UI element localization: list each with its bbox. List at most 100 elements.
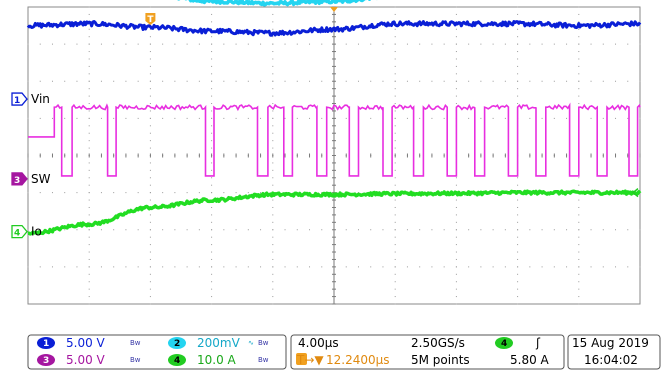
grid-dot	[517, 43, 519, 45]
vertical-settings-box[interactable]	[27, 334, 287, 370]
grid-dot	[517, 13, 519, 15]
grid-dot	[149, 169, 151, 171]
grid-dot	[27, 43, 29, 45]
ch4-readout[interactable]: 4 10.0 A Bw	[168, 353, 269, 367]
trigger-level-marker[interactable]	[631, 188, 639, 198]
grid-dot	[247, 266, 249, 268]
grid-dot	[272, 6, 274, 8]
grid-dot	[455, 266, 457, 268]
grid-dot	[443, 266, 445, 268]
grid-dot	[88, 273, 90, 275]
ch3-readout[interactable]: 3 5.00 V Bw	[37, 353, 141, 367]
grid-dot	[394, 51, 396, 53]
grid-dot	[394, 244, 396, 246]
grid-dot	[394, 266, 396, 268]
grid-dot	[455, 80, 457, 82]
ch1-readout[interactable]: 1 5.00 V Bw	[37, 336, 141, 350]
grid-dot	[100, 43, 102, 45]
grid-dot	[88, 206, 90, 208]
grid-dot	[247, 229, 249, 231]
grid-dot	[174, 229, 176, 231]
grid-dot	[455, 214, 457, 216]
grid-dot	[578, 58, 580, 60]
grid-dot	[394, 288, 396, 290]
grid-dot	[517, 184, 519, 186]
grid-dot	[211, 229, 213, 231]
grid-dot	[211, 13, 213, 15]
grid-dot	[345, 229, 347, 231]
grid-dot	[211, 288, 213, 290]
grid-dot	[529, 266, 531, 268]
status-bar: 1 5.00 V Bw 2 200mV ∿ Bw 3 5.00 V Bw 4 1…	[0, 305, 664, 372]
grid-dot	[88, 95, 90, 97]
ch2-readout[interactable]: 2 200mV ∿ Bw	[168, 336, 269, 350]
grid-dot	[602, 80, 604, 82]
grid-dot	[198, 192, 200, 194]
grid-dot	[296, 43, 298, 45]
grid-dot	[517, 296, 519, 298]
grid-dot	[394, 58, 396, 60]
grid-dot	[394, 110, 396, 112]
grid-dot	[88, 58, 90, 60]
grid-dot	[455, 199, 457, 201]
grid-dot	[162, 229, 164, 231]
grid-dot	[517, 73, 519, 75]
grid-dot	[211, 73, 213, 75]
grid-dot	[76, 80, 78, 82]
grid-dot	[578, 65, 580, 67]
ch1-badge	[37, 337, 55, 349]
grid-dot	[357, 80, 359, 82]
grid-dot	[272, 303, 274, 305]
channel-label-vin[interactable]: 1 Vin	[11, 92, 50, 106]
grid-dot	[419, 266, 421, 268]
grid-dot	[88, 244, 90, 246]
grid-dot	[88, 214, 90, 216]
grid-dot	[566, 266, 568, 268]
grid-dot	[76, 266, 78, 268]
grid-dot	[64, 229, 66, 231]
grid-dot	[455, 244, 457, 246]
grid-dot	[578, 296, 580, 298]
trigger-source-readout[interactable]: 4 ʃ	[495, 336, 541, 350]
grid-dot	[553, 117, 555, 119]
channel-label-sw[interactable]: 3 SW	[11, 172, 51, 186]
grid-dot	[88, 125, 90, 127]
grid-dot	[149, 80, 151, 82]
grid-dot	[88, 236, 90, 238]
channel-label-io[interactable]: 4 Io	[11, 225, 42, 239]
grid-dot	[272, 140, 274, 142]
grid-dot	[223, 43, 225, 45]
grid-dot	[88, 110, 90, 112]
grid-dot	[27, 192, 29, 194]
grid-dot	[296, 80, 298, 82]
grid-dot	[211, 296, 213, 298]
time: 16:04:02	[584, 353, 638, 367]
grid-dot	[211, 251, 213, 253]
grid-dot	[260, 43, 262, 45]
grid-dot	[517, 80, 519, 82]
grid-dot	[211, 132, 213, 134]
grid-dot	[578, 73, 580, 75]
grid-dot	[431, 43, 433, 45]
grid-dot	[272, 132, 274, 134]
grid-dot	[394, 43, 396, 45]
grid-dot	[394, 95, 396, 97]
grid-dot	[578, 244, 580, 246]
grid-dot	[541, 80, 543, 82]
ch1-number: 1	[43, 339, 49, 349]
grid-dot	[27, 266, 29, 268]
grid-dot	[321, 117, 323, 119]
grid-dot	[88, 6, 90, 8]
record-length: 5M points	[411, 353, 470, 367]
grid-dot	[627, 43, 629, 45]
grid-dot	[272, 244, 274, 246]
grid-dot	[529, 117, 531, 119]
grid-dot	[247, 192, 249, 194]
datetime-box	[567, 334, 661, 370]
grid-dot	[149, 258, 151, 260]
grid-dot	[590, 43, 592, 45]
grid-dot	[578, 206, 580, 208]
grid-dot	[186, 43, 188, 45]
trigger-position-marker[interactable]	[145, 13, 156, 25]
grid-dot	[272, 177, 274, 179]
